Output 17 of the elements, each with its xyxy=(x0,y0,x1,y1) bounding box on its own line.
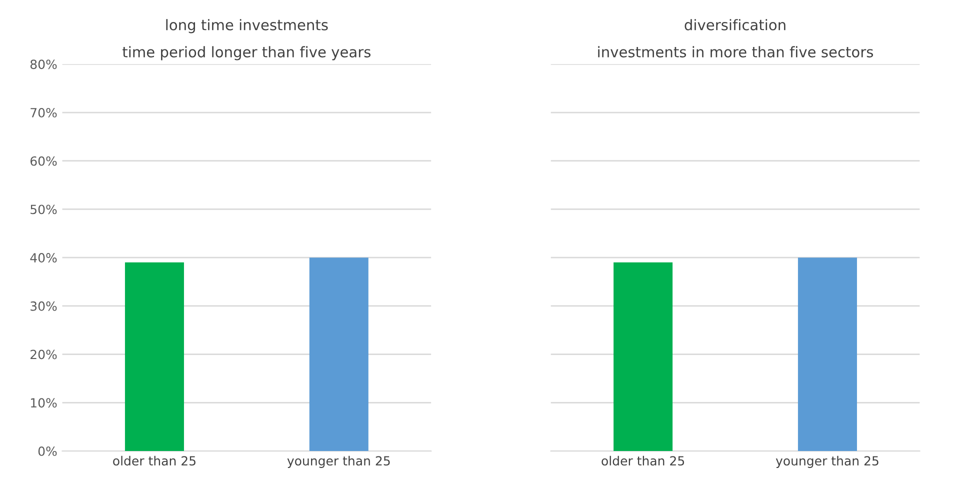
chart-subtitle: investments in more than five sectors xyxy=(598,46,874,58)
y-tick-label: 50% xyxy=(30,204,57,214)
chart-title: long time investments xyxy=(166,19,328,34)
y-tick-label: 70% xyxy=(30,108,57,118)
chart-title: diversification xyxy=(684,19,786,30)
y-tick-label: 40% xyxy=(30,253,57,263)
y-tick-label: 20% xyxy=(30,350,57,360)
y-tick-label: 80% xyxy=(30,60,57,70)
y-tick-label: 0% xyxy=(38,446,57,456)
y-tick-label: 60% xyxy=(30,156,57,166)
x-tick-label: younger than 25 xyxy=(776,456,878,468)
y-tick-label: 10% xyxy=(31,398,57,408)
chart-subtitle: time period longer than five years xyxy=(122,46,371,60)
x-tick-label: younger than 25 xyxy=(287,456,390,468)
x-tick-label: older than 25 xyxy=(113,456,196,466)
x-tick-label: older than 25 xyxy=(602,456,684,466)
y-tick-label: 30% xyxy=(30,301,57,311)
